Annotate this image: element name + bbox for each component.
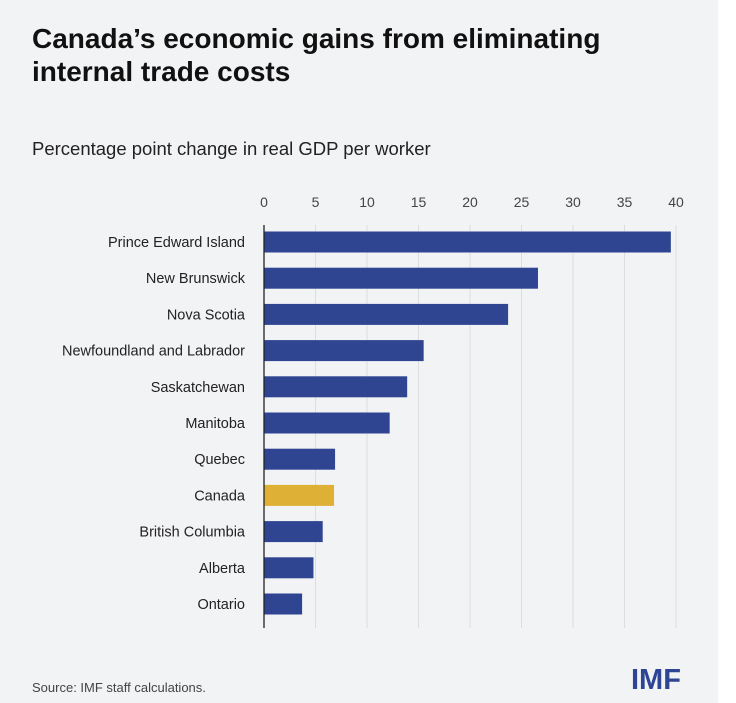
category-label: Manitoba (185, 416, 246, 432)
x-tick-label: 5 (312, 194, 320, 210)
bar (264, 448, 336, 470)
chart-title: Canada’s economic gains from eliminating… (32, 23, 601, 87)
x-tick-label: 25 (514, 194, 530, 210)
category-label: Canada (194, 488, 246, 504)
category-label: New Brunswick (146, 271, 246, 287)
bar (264, 593, 303, 615)
x-tick-label: 10 (359, 194, 375, 210)
bar (264, 484, 335, 506)
x-tick-label: 0 (260, 194, 268, 210)
chart-subtitle: Percentage point change in real GDP per … (32, 138, 431, 159)
category-label: Saskatchewan (151, 380, 245, 396)
x-tick-label: 20 (462, 194, 478, 210)
bar (264, 267, 538, 289)
bar (264, 303, 509, 325)
x-tick-label: 40 (668, 194, 684, 210)
source-note: Source: IMF staff calculations. (32, 680, 206, 695)
bar (264, 521, 323, 543)
bar (264, 231, 671, 253)
category-label: Quebec (194, 452, 245, 468)
category-label: Ontario (197, 597, 245, 613)
category-label: British Columbia (139, 525, 245, 541)
category-label: Nova Scotia (167, 307, 246, 323)
x-tick-label: 35 (617, 194, 633, 210)
category-label: Newfoundland and Labrador (62, 344, 245, 360)
bar (264, 557, 314, 579)
bar-chart: 0 5 10 15 20 25 30 35 40 Prince Edward Island New … (62, 194, 684, 628)
bar (264, 340, 424, 362)
chart-page: Canada’s economic gains from eliminating… (0, 0, 718, 703)
category-label: Alberta (199, 561, 246, 577)
imf-logo: IMF (631, 664, 681, 696)
category-label: Prince Edward Island (108, 235, 245, 251)
bar (264, 412, 390, 434)
bar (264, 376, 408, 398)
x-tick-label: 15 (411, 194, 427, 210)
x-tick-label: 30 (565, 194, 581, 210)
